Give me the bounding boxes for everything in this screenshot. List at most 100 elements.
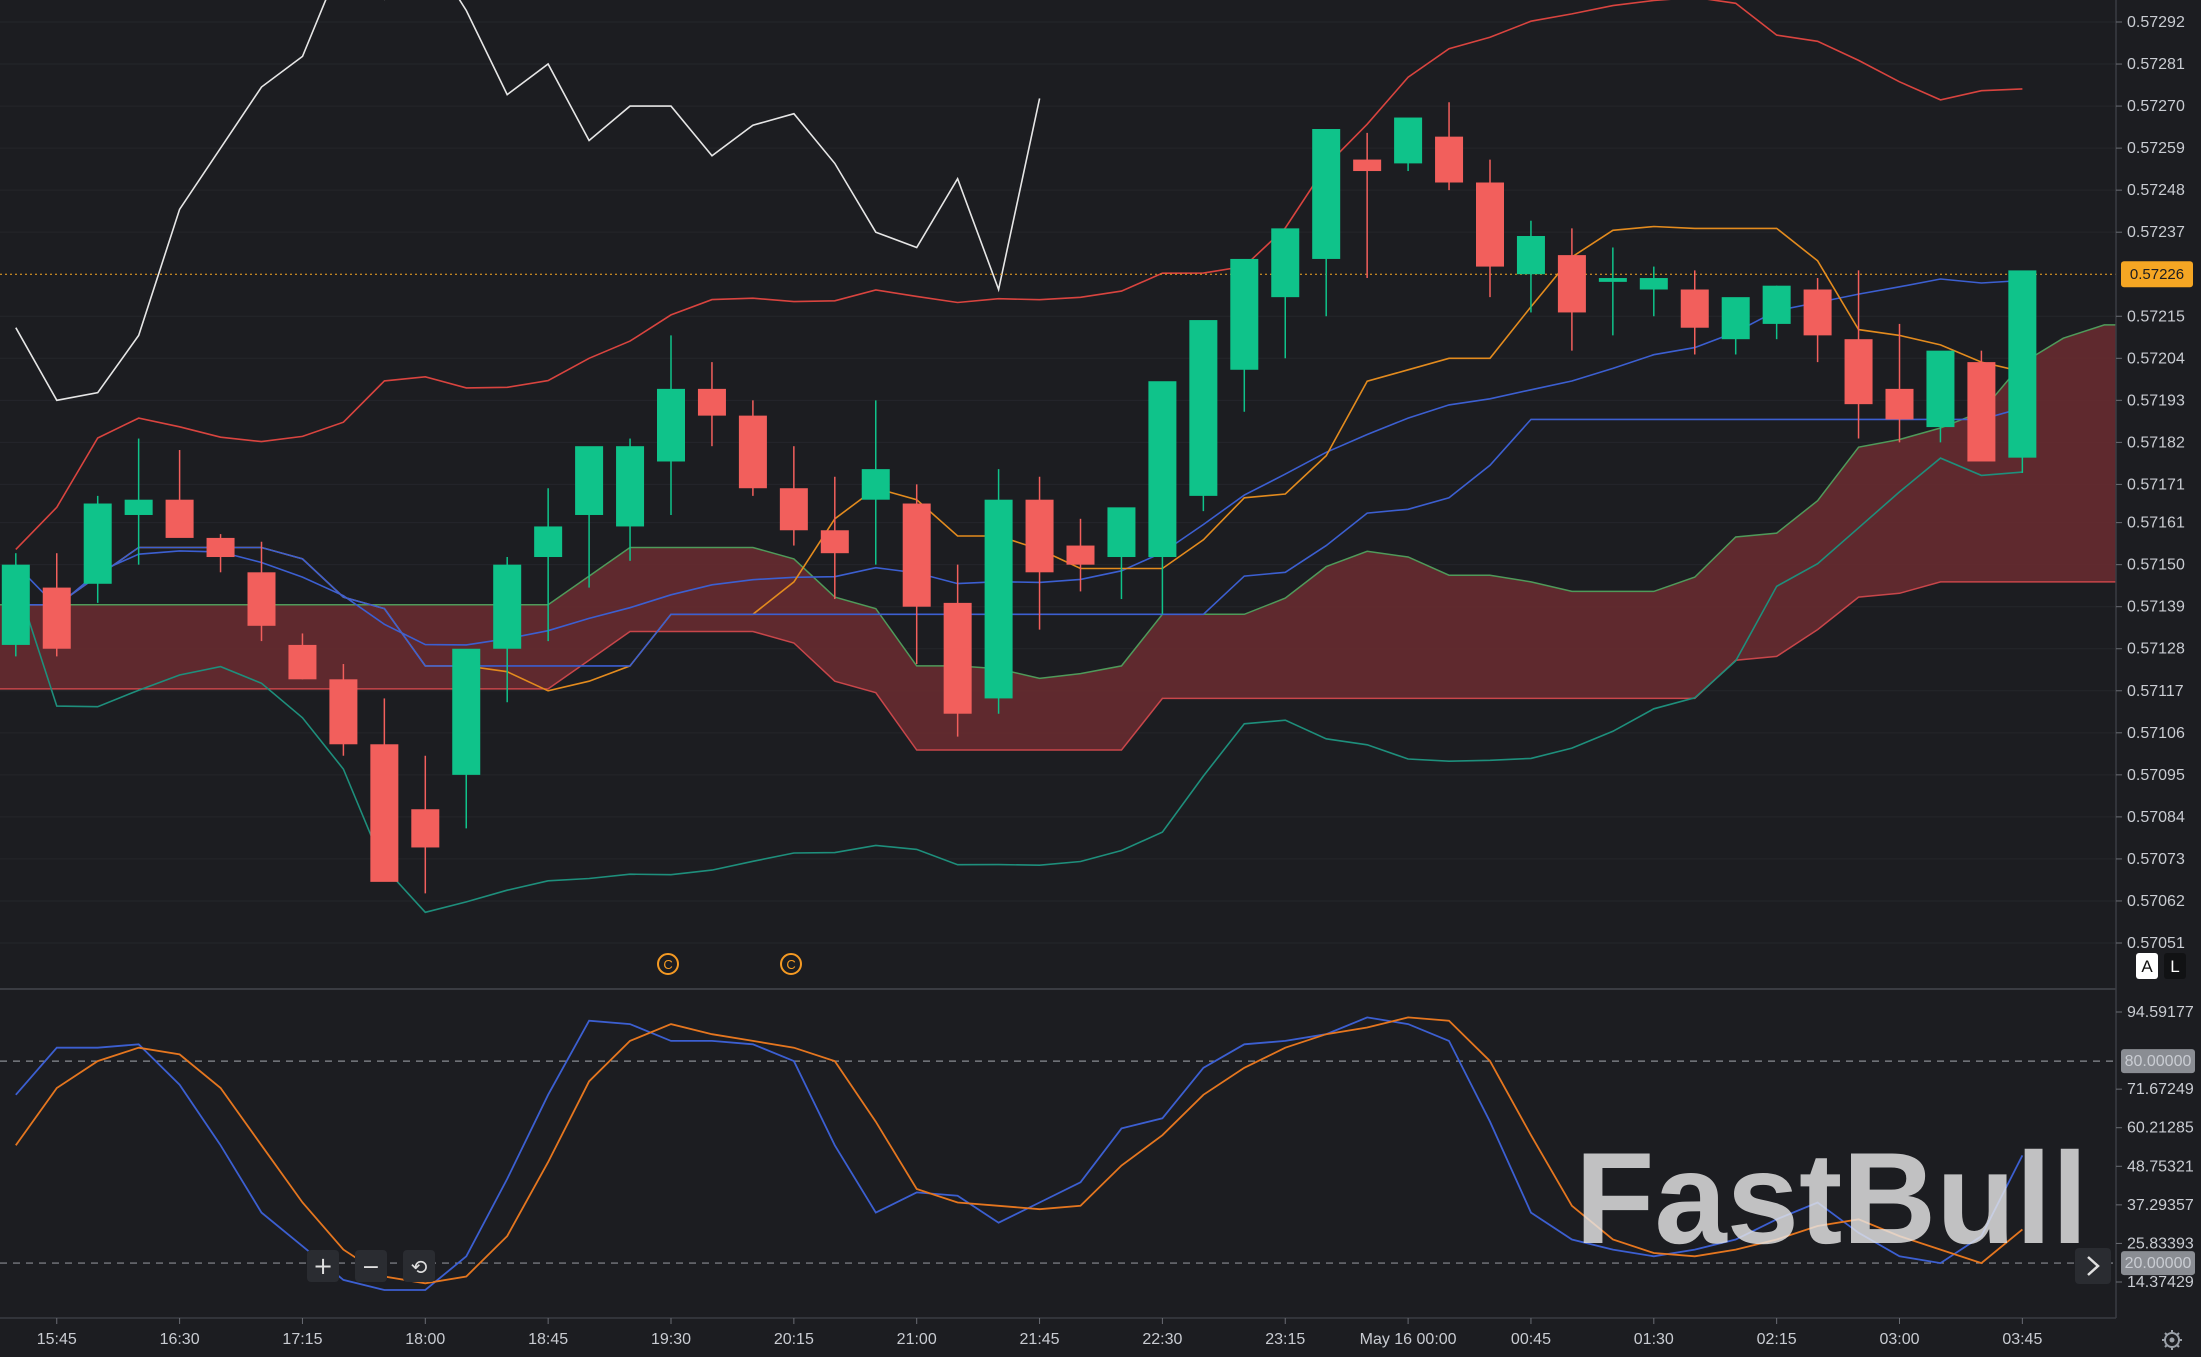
event-marker[interactable]: C: [780, 953, 802, 975]
time-tick-label: 20:15: [774, 1331, 814, 1348]
candle[interactable]: [984, 469, 1013, 714]
candle[interactable]: [1516, 220, 1545, 313]
candle[interactable]: [697, 362, 726, 447]
candle[interactable]: [1967, 350, 1996, 462]
candle-body: [657, 388, 685, 462]
price-tick-label: 0.57259: [2127, 140, 2185, 157]
candle[interactable]: [2008, 270, 2037, 473]
candle[interactable]: [1476, 159, 1504, 298]
candle[interactable]: [1189, 320, 1218, 512]
candle-body: [902, 503, 931, 607]
candle[interactable]: [1762, 285, 1791, 340]
candle[interactable]: [861, 400, 890, 565]
cloud-span-b-line: [0, 581, 2116, 751]
stochastic-d-line: [15, 1016, 2023, 1285]
candle[interactable]: [165, 450, 194, 538]
candle[interactable]: [534, 488, 563, 642]
candle[interactable]: [738, 400, 767, 496]
candle[interactable]: [1885, 323, 1914, 443]
candle[interactable]: [1148, 381, 1177, 615]
osc-tick-label: 25.83393: [2127, 1235, 2194, 1252]
candle[interactable]: [411, 755, 440, 894]
candle[interactable]: [820, 476, 849, 600]
candle[interactable]: [83, 495, 112, 603]
candle-body: [2008, 270, 2037, 458]
candle[interactable]: [616, 438, 645, 561]
time-tick-label: 18:45: [528, 1331, 568, 1348]
auto-scale-button[interactable]: A: [2136, 953, 2158, 979]
candle[interactable]: [1721, 297, 1750, 355]
candle[interactable]: [943, 564, 972, 737]
candle-body: [370, 744, 399, 882]
osc-tick-label: 48.75321: [2127, 1158, 2194, 1175]
candle[interactable]: [1353, 132, 1382, 279]
candle-body: [820, 530, 849, 554]
candle[interactable]: [1066, 518, 1095, 592]
candle[interactable]: [1926, 350, 1955, 443]
candle-body: [779, 488, 808, 531]
time-tick-label: 18:00: [405, 1331, 445, 1348]
candle[interactable]: [779, 446, 808, 546]
candle[interactable]: [452, 648, 481, 829]
candle[interactable]: [1803, 278, 1832, 363]
candle[interactable]: [493, 557, 522, 703]
candle[interactable]: [124, 438, 153, 565]
time-tick-label: 03:00: [1879, 1331, 1919, 1348]
candlestick-series[interactable]: [1, 102, 2037, 894]
zoom-out-button[interactable]: −: [355, 1250, 387, 1282]
event-marker-label: C: [663, 957, 672, 972]
candle[interactable]: [370, 698, 399, 882]
candle[interactable]: [288, 633, 317, 680]
bollinger-lower-line: [15, 457, 2023, 914]
price-axis[interactable]: 0.57292 0.57281 0.57270 0.57259 0.57248 0.572…: [2116, 14, 2193, 952]
candle[interactable]: [1394, 117, 1423, 172]
candle[interactable]: [1025, 476, 1054, 630]
osc-tick-label: 14.37429: [2127, 1274, 2194, 1291]
scroll-right-button[interactable]: [2075, 1248, 2111, 1284]
candle[interactable]: [42, 553, 71, 657]
log-scale-button[interactable]: L: [2164, 953, 2186, 979]
price-tick-label: 0.57095: [2127, 767, 2185, 784]
candle[interactable]: [206, 534, 235, 573]
candle-body: [984, 499, 1013, 699]
settings-button[interactable]: [2162, 1330, 2182, 1350]
osc-tick-label: 94.59177: [2127, 1004, 2194, 1021]
price-tick-label: 0.57270: [2127, 98, 2185, 115]
candle-body: [861, 469, 890, 500]
candle-body: [1230, 258, 1259, 370]
zoom-in-button[interactable]: +: [307, 1250, 339, 1282]
candle[interactable]: [1680, 270, 1709, 355]
candle[interactable]: [1312, 129, 1341, 317]
time-axis[interactable]: 15:45 16:30 17:15 18:00 18:45 19:30 20:15 21:00…: [37, 1318, 2043, 1348]
candle[interactable]: [902, 484, 931, 665]
candle[interactable]: [247, 541, 276, 642]
candle[interactable]: [575, 446, 604, 588]
candle-body: [1762, 285, 1791, 324]
candle-body: [738, 415, 767, 489]
candle[interactable]: [1844, 270, 1873, 439]
price-tick-label: 0.57281: [2127, 56, 2185, 73]
oscillator-axis[interactable]: 94.59177 71.67249 60.21285 48.75321 37.29357…: [2116, 1004, 2195, 1291]
reset-zoom-button[interactable]: ⟲: [403, 1250, 435, 1282]
candle[interactable]: [1639, 266, 1668, 317]
candle[interactable]: [1557, 228, 1586, 351]
price-tick-label: 0.57084: [2127, 809, 2185, 826]
event-marker[interactable]: C: [657, 953, 679, 975]
candle[interactable]: [1271, 228, 1300, 359]
candle[interactable]: [329, 664, 358, 756]
zoom-out-icon: −: [362, 1255, 380, 1280]
candle[interactable]: [1107, 507, 1136, 600]
candle[interactable]: [1435, 102, 1464, 191]
candle[interactable]: [1, 553, 30, 657]
last-price-badge-bg: [2121, 261, 2193, 288]
candle-body: [1844, 339, 1873, 405]
osc-level-badge: 80.00000: [2121, 1049, 2195, 1074]
time-tick-label: 21:00: [897, 1331, 937, 1348]
candle[interactable]: [1230, 258, 1259, 412]
candle[interactable]: [1598, 247, 1627, 336]
price-tick-label: 0.57161: [2127, 515, 2185, 532]
time-tick-label: 00:45: [1511, 1331, 1551, 1348]
time-tick-label: 17:15: [282, 1331, 322, 1348]
candle[interactable]: [657, 335, 685, 515]
